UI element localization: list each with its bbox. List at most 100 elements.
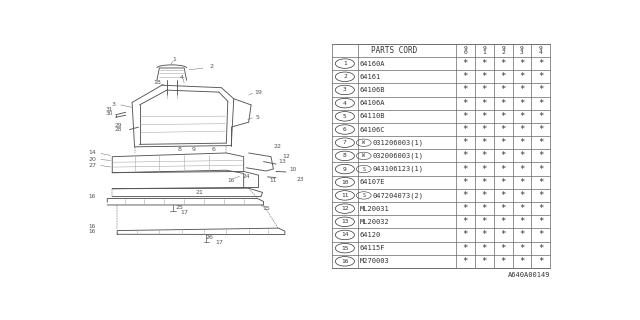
Text: *: * xyxy=(481,164,487,173)
Text: *: * xyxy=(519,112,525,121)
Text: 19: 19 xyxy=(255,90,262,95)
Text: *: * xyxy=(519,217,525,226)
Text: *: * xyxy=(519,72,525,81)
Text: *: * xyxy=(481,59,487,68)
Text: 5: 5 xyxy=(255,115,259,120)
Text: *: * xyxy=(500,191,506,200)
Text: 31: 31 xyxy=(105,107,113,112)
Text: 9
2: 9 2 xyxy=(501,46,505,55)
Text: *: * xyxy=(481,72,487,81)
Text: 13: 13 xyxy=(278,159,286,164)
Text: *: * xyxy=(463,217,468,226)
Text: 17: 17 xyxy=(180,210,188,215)
Text: *: * xyxy=(500,85,506,94)
Text: 25: 25 xyxy=(175,205,183,211)
Text: 10: 10 xyxy=(341,180,349,185)
Text: *: * xyxy=(519,151,525,160)
Text: 64120: 64120 xyxy=(360,232,381,238)
Text: *: * xyxy=(463,99,468,108)
Text: 031206003(1): 031206003(1) xyxy=(372,140,424,146)
Text: *: * xyxy=(463,164,468,173)
Text: ML20031: ML20031 xyxy=(360,206,390,212)
Text: *: * xyxy=(481,99,487,108)
Text: 64106B: 64106B xyxy=(360,87,385,93)
Text: 3: 3 xyxy=(112,102,116,108)
Text: W: W xyxy=(362,140,365,145)
Text: *: * xyxy=(481,151,487,160)
Text: 22: 22 xyxy=(273,144,282,149)
Text: *: * xyxy=(519,244,525,253)
Text: A640A00149: A640A00149 xyxy=(508,272,550,278)
Text: *: * xyxy=(463,204,468,213)
Text: 64160A: 64160A xyxy=(360,60,385,67)
Text: *: * xyxy=(519,59,525,68)
Text: 9
3: 9 3 xyxy=(520,46,524,55)
Text: M270003: M270003 xyxy=(360,258,390,264)
Text: 9
4: 9 4 xyxy=(539,46,543,55)
Text: 64106C: 64106C xyxy=(360,126,385,132)
Text: *: * xyxy=(538,112,543,121)
Text: *: * xyxy=(481,178,487,187)
Text: *: * xyxy=(538,99,543,108)
Text: 12: 12 xyxy=(282,154,290,159)
Text: *: * xyxy=(500,230,506,239)
Text: 64110B: 64110B xyxy=(360,113,385,119)
Text: PARTS CORD: PARTS CORD xyxy=(371,46,417,55)
Text: *: * xyxy=(500,112,506,121)
Text: *: * xyxy=(500,217,506,226)
Text: 10: 10 xyxy=(289,167,297,172)
Text: *: * xyxy=(500,125,506,134)
Text: *: * xyxy=(481,191,487,200)
Text: *: * xyxy=(519,138,525,147)
Text: 15: 15 xyxy=(262,206,270,211)
Text: *: * xyxy=(463,151,468,160)
Text: 11: 11 xyxy=(270,178,277,183)
Text: 64106A: 64106A xyxy=(360,100,385,106)
Text: 16: 16 xyxy=(89,194,96,199)
Text: 9: 9 xyxy=(343,166,347,172)
Text: *: * xyxy=(538,138,543,147)
Text: *: * xyxy=(481,230,487,239)
Text: *: * xyxy=(463,125,468,134)
Text: *: * xyxy=(481,244,487,253)
Text: *: * xyxy=(463,85,468,94)
Text: 2: 2 xyxy=(209,64,214,69)
Text: *: * xyxy=(519,99,525,108)
Text: 18: 18 xyxy=(153,80,161,85)
Text: *: * xyxy=(538,72,543,81)
Text: *: * xyxy=(519,178,525,187)
Text: 6: 6 xyxy=(212,147,216,152)
Text: *: * xyxy=(463,138,468,147)
Text: *: * xyxy=(519,125,525,134)
Text: *: * xyxy=(481,257,487,266)
Text: *: * xyxy=(481,85,487,94)
Text: *: * xyxy=(538,257,543,266)
Text: *: * xyxy=(500,138,506,147)
Text: *: * xyxy=(463,230,468,239)
Text: *: * xyxy=(481,125,487,134)
Text: *: * xyxy=(481,138,487,147)
Text: S: S xyxy=(362,166,365,172)
Text: *: * xyxy=(519,191,525,200)
Text: 24: 24 xyxy=(243,174,250,180)
Text: *: * xyxy=(538,164,543,173)
Text: *: * xyxy=(500,59,506,68)
Text: *: * xyxy=(538,217,543,226)
Text: 6: 6 xyxy=(343,127,347,132)
Text: 21: 21 xyxy=(195,190,203,195)
Text: 27: 27 xyxy=(88,163,97,168)
Text: *: * xyxy=(538,244,543,253)
Text: ML20032: ML20032 xyxy=(360,219,390,225)
Text: 26: 26 xyxy=(205,235,213,240)
Text: *: * xyxy=(500,72,506,81)
Text: *: * xyxy=(463,112,468,121)
Text: *: * xyxy=(463,191,468,200)
Text: 4: 4 xyxy=(343,101,347,106)
Text: 3: 3 xyxy=(343,87,347,92)
Text: 16: 16 xyxy=(89,224,96,229)
Text: *: * xyxy=(538,125,543,134)
Text: 64107E: 64107E xyxy=(360,179,385,185)
Text: 8: 8 xyxy=(177,147,181,152)
Text: *: * xyxy=(481,217,487,226)
Text: 032006003(1): 032006003(1) xyxy=(372,153,424,159)
